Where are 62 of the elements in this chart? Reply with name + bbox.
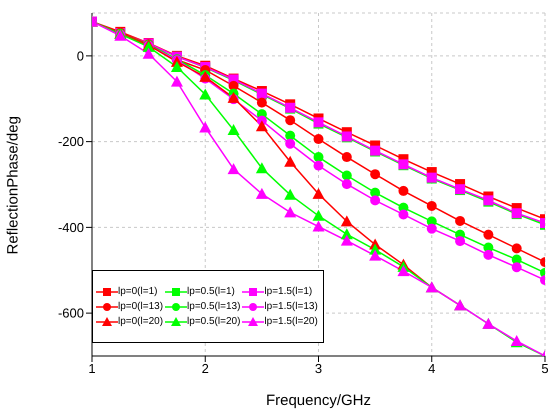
point [369,250,382,261]
point [314,134,324,144]
legend-label: lp=0(l=20) [118,316,164,327]
x-tick-label: 4 [428,361,436,376]
point [340,234,353,246]
point [342,152,352,162]
point [512,262,522,272]
y-tick-label: -400 [58,220,84,235]
y-tick-label: 0 [76,48,84,64]
point [199,121,212,132]
x-tick-label: 3 [314,361,322,376]
point [256,188,268,199]
point [483,230,494,240]
legend-label: lp=0(l=13) [118,301,164,312]
legend-label: lp=1.5(l=20) [264,316,318,327]
x-tick-label: 5 [541,361,549,376]
point [142,48,155,59]
point [284,156,296,167]
point [342,179,352,190]
point [170,61,183,72]
point [426,224,437,234]
point [342,170,352,180]
x-tick-label: 1 [88,361,96,376]
point [228,163,240,174]
y-tick-label: -600 [58,306,84,321]
legend-label: lp=0.5(l=1) [187,286,235,297]
point [340,215,353,226]
point [284,188,296,200]
point [256,162,268,174]
point [455,216,466,226]
point [512,243,522,254]
point [314,152,324,162]
point [199,88,212,100]
point [314,160,324,171]
point [256,98,267,108]
legend-label: lp=1.5(l=13) [264,301,318,312]
point [228,124,240,136]
point [483,250,494,260]
point [312,188,324,199]
legend-label: lp=0(l=1) [118,286,158,297]
legend-label: lp=0.5(l=20) [187,316,240,327]
point [256,120,268,132]
point [312,220,324,232]
point [285,115,296,126]
point [398,210,408,220]
point [170,76,183,87]
y-tick-label: -200 [58,134,84,150]
point [370,169,380,180]
point [284,206,296,218]
point [228,92,240,103]
point [426,200,437,211]
legend-label: lp=1.5(l=1) [264,286,312,297]
x-axis-title: Frequency/GHz [266,392,372,409]
x-tick-label: 2 [202,361,209,376]
point [455,236,466,246]
y-axis-title: ReflectionPhase/deg [4,116,22,254]
point [370,195,380,206]
point [312,210,324,221]
point [285,138,296,149]
point [397,265,410,276]
point [398,186,408,196]
legend-label: lp=0.5(l=13) [187,301,240,312]
